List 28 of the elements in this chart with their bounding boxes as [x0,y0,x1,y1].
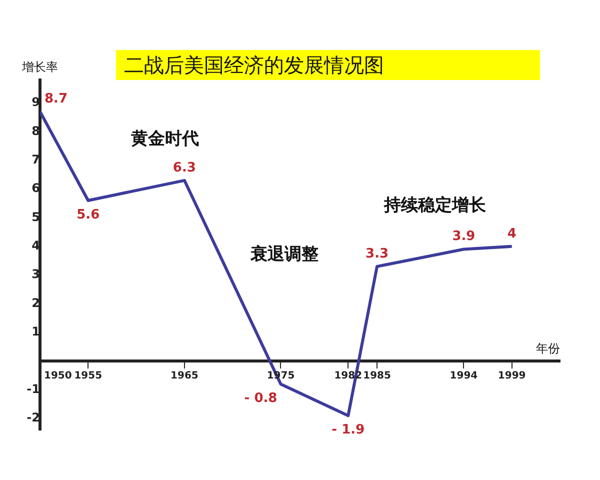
y-tick-label: 4 [32,238,40,253]
data-label: 5.6 [76,207,100,222]
y-tick-label: 5 [32,210,40,224]
data-label: 4 [507,226,516,242]
x-tick-label: 1950 [44,370,72,382]
data-label: 8.7 [44,91,68,106]
annotation: 持续稳定增长 [383,195,488,216]
chart-title: 二战后美国经济的发展情况图 [123,52,384,79]
data-label: - 0.8 [244,390,278,406]
x-tick-label: 1999 [498,370,526,382]
y-axis-title: 增长率 [21,60,58,74]
data-label: 3.9 [452,229,476,244]
x-tick-label: 1965 [170,370,198,382]
x-axis-title: 年份 [536,341,560,356]
annotation: 衰退调整 [249,244,318,264]
x-tick-label: 1985 [363,370,391,382]
data-label: - 1.9 [332,422,365,438]
x-tick-label: 1955 [74,370,102,382]
x-tick-label: 1994 [450,370,478,382]
y-tick-label: 2 [32,296,40,310]
data-label: 6.3 [172,160,196,176]
data-label: 3.3 [366,246,389,262]
y-tick-label: 7 [32,152,40,166]
y-tick-label: -2 [26,410,40,425]
y-tick-label: -1 [26,382,40,396]
y-tick-label: 3 [32,267,40,282]
annotation: 黄金时代 [130,128,199,149]
y-tick-label: 1 [32,324,40,339]
